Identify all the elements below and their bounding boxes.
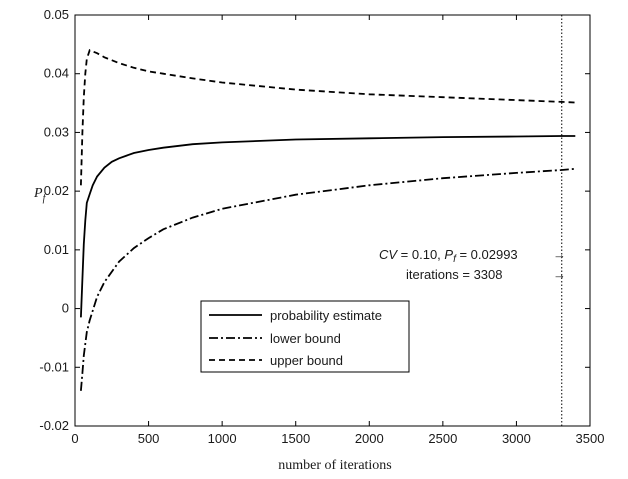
annotation-arrow-2: → [553, 267, 566, 282]
series-upper-bound [80, 49, 576, 186]
y-tick-label: -0.02 [39, 418, 69, 433]
y-tick-label: 0.03 [44, 124, 69, 139]
annotation-p: P [444, 247, 453, 262]
x-tick-label: 3500 [576, 431, 605, 446]
annotation-p-value: = 0.02993 [456, 247, 518, 262]
plot-area [80, 15, 576, 426]
annotation-line-2: iterations = 3308 [406, 267, 502, 282]
series-lower-bound [80, 167, 576, 391]
legend-label-estimate: probability estimate [270, 308, 382, 323]
legend-label-upper: upper bound [270, 353, 343, 368]
y-tick-label: -0.01 [39, 359, 69, 374]
annotation-cv: CV [379, 247, 398, 262]
annotation-cv-value: = 0.10, [397, 247, 444, 262]
annotation-arrow-1: → [553, 247, 566, 262]
annotation: CV = 0.10, Pf = 0.02993 → iterations = 3… [379, 247, 566, 282]
x-tick-label: 1000 [208, 431, 237, 446]
y-tick-label: 0 [62, 301, 69, 316]
legend: probability estimate lower bound upper b… [200, 300, 410, 373]
y-tick-label: 0.04 [44, 66, 69, 81]
annotation-p-sub: f [453, 254, 457, 265]
x-tick-label: 2500 [428, 431, 457, 446]
y-tick-label: 0.01 [44, 242, 69, 257]
y-axis-label-sub: f [43, 193, 47, 204]
x-tick-label: 500 [138, 431, 160, 446]
x-tick-label: 3000 [502, 431, 531, 446]
annotation-line-1: CV = 0.10, Pf = 0.02993 [379, 247, 518, 265]
x-axis-label: number of iterations [278, 458, 392, 473]
legend-box [200, 300, 410, 373]
axes-frame [74, 14, 591, 427]
y-axis-label: Pf [33, 186, 47, 204]
series-probability-estimate [80, 135, 576, 318]
legend-label-lower: lower bound [270, 331, 341, 346]
y-tick-label: 0.02 [44, 183, 69, 198]
x-tick-label: 2000 [355, 431, 384, 446]
x-tick-label: 1500 [281, 431, 310, 446]
y-axis-label-main: P [33, 186, 43, 201]
y-tick-label: 0.05 [44, 7, 69, 22]
x-tick-label: 0 [71, 431, 78, 446]
axis-ticks: 0 500 1000 1500 2000 2500 3000 3500 -0.02 -0.01 0 0… [39, 7, 604, 446]
